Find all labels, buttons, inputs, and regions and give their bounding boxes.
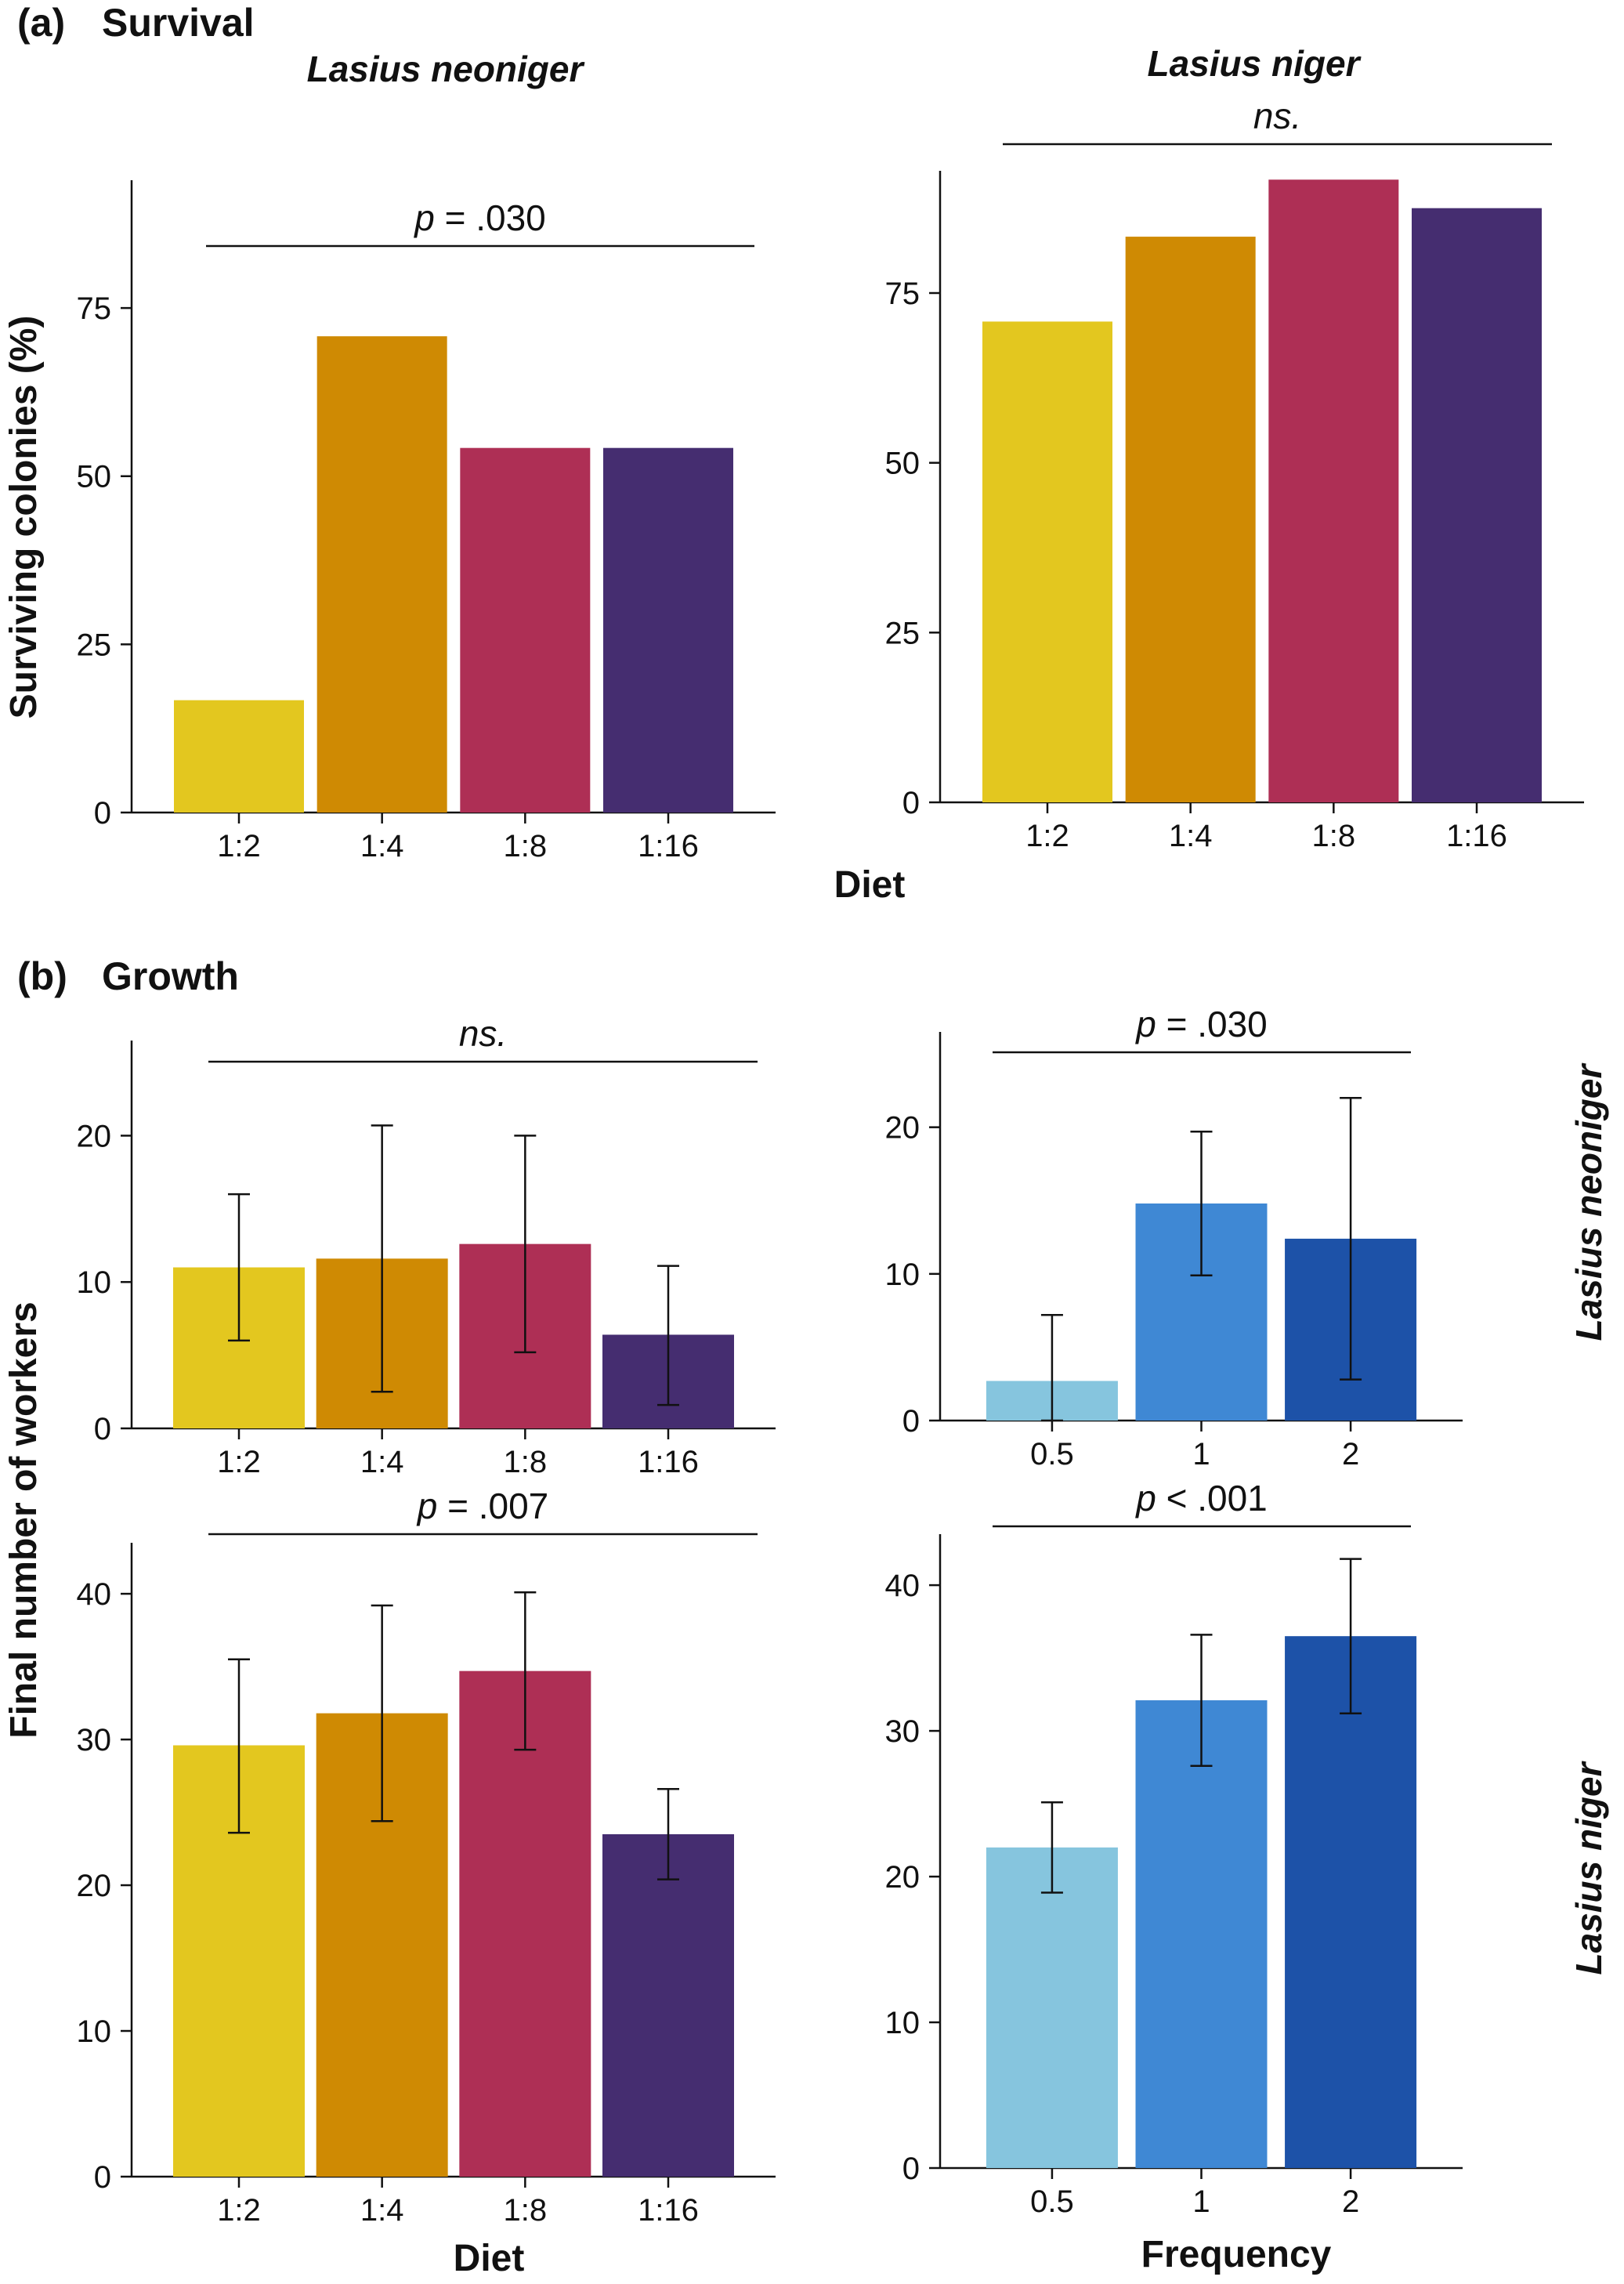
- x-tick-label: 1: [1192, 1437, 1210, 1471]
- growth-y-axis-title: Final number of workers: [3, 1301, 45, 1738]
- y-tick-label: 0: [902, 2152, 920, 2186]
- bar-1:8: [459, 1670, 591, 2177]
- y-tick-label: 75: [885, 277, 921, 311]
- bar-1:16: [1412, 208, 1542, 803]
- panel-growth-diet-neoniger: 0 10 20 1:2 1:4 1:8 1:16 ns.: [77, 1013, 776, 1479]
- x-tick-label: 1:8: [504, 2193, 548, 2228]
- x-tick-label: 1: [1192, 2184, 1210, 2219]
- bar-1: [1135, 1700, 1268, 2168]
- x-tick-label: 0.5: [1030, 2184, 1074, 2219]
- x-tick-label: 2: [1342, 1437, 1359, 1471]
- y-tick-label: 20: [77, 1119, 112, 1153]
- x-tick-label: 1:16: [638, 1445, 699, 1479]
- x-tick-label: 0.5: [1030, 1437, 1074, 1471]
- section-b-title: Growth: [102, 954, 239, 998]
- x-tick-label: 1:16: [1446, 819, 1507, 853]
- x-tick-label: 1:16: [638, 2193, 699, 2228]
- x-tick-label: 1:4: [360, 829, 404, 863]
- bar-1:8: [460, 447, 591, 813]
- x-tick-label: 2: [1342, 2184, 1359, 2219]
- bar-1:4: [1125, 237, 1256, 803]
- y-tick-label: 30: [885, 1714, 921, 1749]
- section-a-letter: (a): [17, 1, 65, 45]
- bar-1:16: [602, 1833, 734, 2177]
- bar-1:2: [174, 700, 304, 813]
- significance-label: ns.: [459, 1013, 507, 1054]
- y-tick-label: 0: [94, 796, 111, 831]
- y-tick-label: 10: [77, 1265, 112, 1300]
- x-tick-label: 1:8: [1312, 819, 1356, 853]
- x-tick-label: 1:8: [504, 829, 548, 863]
- x-tick-label: 1:16: [638, 829, 699, 863]
- y-tick-label: 0: [902, 786, 920, 820]
- y-tick-label: 50: [885, 447, 921, 481]
- y-tick-label: 50: [77, 460, 112, 494]
- species-title-niger: Lasius niger: [1148, 43, 1362, 84]
- y-tick-label: 20: [77, 1869, 112, 1903]
- panel-growth-diet-niger: 0 10 20 30 40 1:2 1:4 1:8 1:16 p = .007: [77, 1486, 776, 2228]
- bar-0.5: [986, 1847, 1118, 2168]
- significance-label: p = .030: [413, 197, 546, 238]
- x-tick-label: 1:2: [217, 829, 261, 863]
- x-tick-label: 1:2: [1025, 819, 1069, 853]
- bar-1:2: [982, 321, 1112, 802]
- frequency-axis-title: Frequency: [1141, 2234, 1332, 2275]
- bar-1:16: [603, 447, 733, 813]
- row-label-neoniger: Lasius neoniger: [1568, 1063, 1609, 1341]
- significance-label: p < .001: [1134, 1478, 1268, 1518]
- panel-growth-frequency-neoniger: 0 10 20 0.5 1 2 p = .030: [885, 1004, 1463, 1471]
- y-tick-label: 0: [94, 2160, 111, 2195]
- section-a-title: Survival: [102, 1, 255, 45]
- significance-label: p = .007: [416, 1486, 549, 1526]
- x-tick-label: 1:8: [504, 1445, 548, 1479]
- survival-y-axis-title: Surviving colonies (%): [3, 316, 45, 719]
- panel-survival-neoniger: 0 25 50 75 1:2 1:4 1:8 1:16 p = .030: [77, 180, 776, 863]
- y-tick-label: 10: [885, 2006, 921, 2040]
- diet-axis-title-bottom: Diet: [454, 2238, 525, 2279]
- species-title-neoniger: Lasius neoniger: [307, 49, 585, 89]
- y-tick-label: 30: [77, 1723, 112, 1757]
- bar-1:4: [316, 336, 447, 813]
- significance-label: p = .030: [1134, 1004, 1268, 1044]
- x-tick-label: 1:2: [217, 1445, 261, 1479]
- panel-growth-frequency-niger: 0 10 20 30 40 0.5 1 2 p < .001: [885, 1478, 1463, 2219]
- diet-axis-title-top: Diet: [834, 864, 906, 906]
- y-tick-label: 25: [885, 616, 921, 650]
- bar-2: [1285, 1636, 1417, 2168]
- y-tick-label: 40: [77, 1577, 112, 1612]
- x-tick-label: 1:4: [1169, 819, 1213, 853]
- significance-label: ns.: [1253, 96, 1301, 136]
- row-label-niger: Lasius niger: [1568, 1761, 1609, 1975]
- y-tick-label: 0: [94, 1412, 111, 1446]
- y-tick-label: 75: [77, 291, 112, 326]
- y-tick-label: 10: [885, 1258, 921, 1292]
- bar-1:8: [1268, 179, 1399, 802]
- y-tick-label: 25: [77, 628, 112, 662]
- y-tick-label: 20: [885, 1111, 921, 1146]
- section-b-letter: (b): [17, 954, 67, 998]
- y-tick-label: 10: [77, 2014, 112, 2049]
- x-tick-label: 1:4: [360, 2193, 404, 2228]
- y-tick-label: 20: [885, 1860, 921, 1895]
- y-tick-label: 0: [902, 1404, 920, 1439]
- y-tick-label: 40: [885, 1569, 921, 1603]
- x-tick-label: 1:4: [360, 1445, 404, 1479]
- panel-survival-niger: 0 25 50 75 1:2 1:4 1:8 1:16 ns.: [885, 96, 1584, 853]
- x-tick-label: 1:2: [217, 2193, 261, 2228]
